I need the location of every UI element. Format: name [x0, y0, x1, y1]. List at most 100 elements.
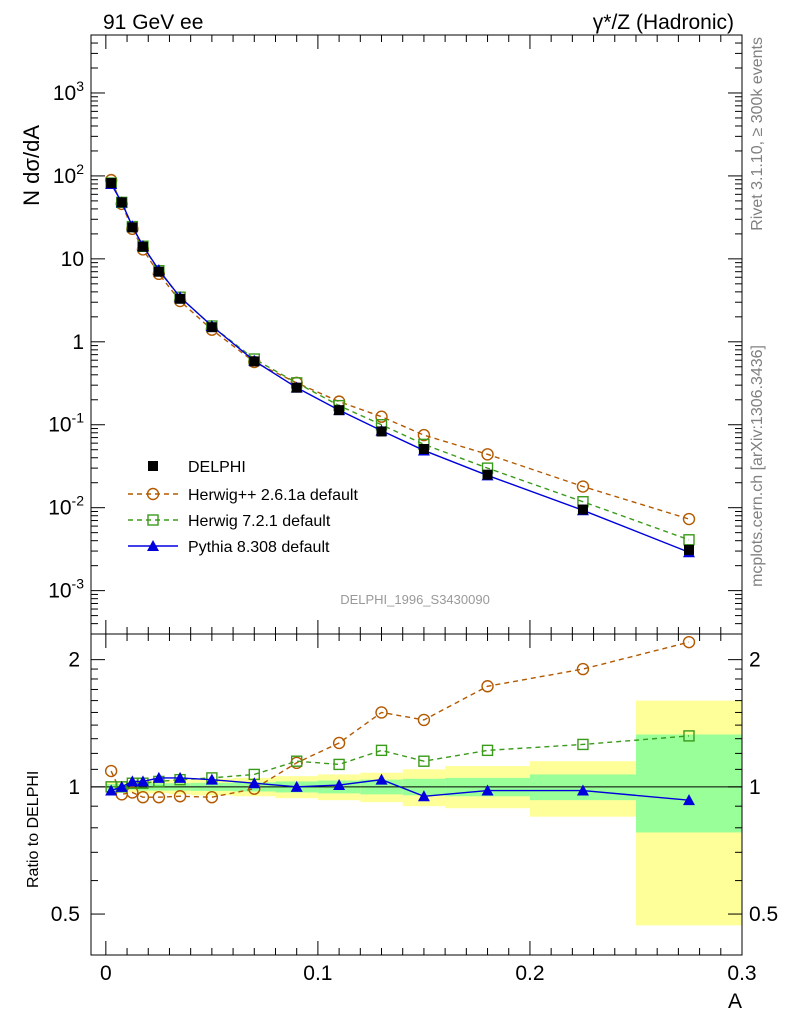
- ratio-point: [332, 736, 346, 750]
- ratio-line: [110, 641, 690, 798]
- ratio-point: [682, 794, 695, 806]
- series-point: [334, 405, 345, 416]
- series-point: [683, 534, 695, 546]
- ratio-point: [126, 775, 139, 787]
- ratio-point: [375, 706, 388, 719]
- series-point: [375, 410, 388, 423]
- series-point: [418, 444, 429, 455]
- ratio-point: [152, 791, 166, 804]
- ratio-point: [333, 758, 345, 771]
- legend-label: Pythia 8.308 default: [188, 539, 330, 556]
- ratio-point: [375, 773, 388, 785]
- legend-marker: [147, 514, 159, 526]
- series-point: [683, 544, 694, 555]
- ratio-point: [173, 790, 187, 803]
- x-tick-label: 0.1: [303, 962, 332, 985]
- ratio-point: [205, 773, 218, 785]
- ratio-y-tick-label: 0.5: [51, 903, 80, 926]
- ratio-point: [683, 730, 695, 742]
- ratio-point: [136, 775, 149, 787]
- ratio-point: [375, 744, 388, 757]
- ratio-point: [577, 738, 589, 751]
- ratio-y-tick-label: 1: [68, 776, 80, 799]
- ratio-point: [290, 755, 303, 767]
- series-point: [376, 426, 387, 437]
- y-tick-label: 102: [53, 161, 84, 188]
- series-point: [682, 512, 696, 526]
- series-point: [137, 241, 148, 252]
- legend-marker: [147, 540, 159, 551]
- series-point: [576, 480, 590, 493]
- legend-entry: DELPHI: [148, 459, 246, 476]
- ratio-point: [417, 790, 430, 802]
- y-tick-label: 10: [61, 248, 84, 271]
- ratio-point: [205, 791, 219, 804]
- ratio-point: [418, 755, 430, 767]
- main-y-axis-label: N dσ/dA: [19, 125, 44, 206]
- analysis-watermark: DELPHI_1996_S3430090: [340, 592, 490, 607]
- legend-label: DELPHI: [188, 459, 246, 476]
- side-label-bottom: mcplots.cern.ch [arXiv:1306.3436]: [749, 345, 766, 587]
- legend: DELPHI Herwig++ 2.6.1a default Herwig 7.2.…: [128, 459, 358, 556]
- main-series: [104, 173, 696, 558]
- legend-entry: Herwig 7.2.1 default: [128, 513, 331, 530]
- y-tick-label: 103: [53, 78, 84, 105]
- y-tick-label: 1: [72, 331, 84, 354]
- legend-label: Herwig++ 2.6.1a default: [188, 487, 358, 504]
- y-tick-label: 10-1: [48, 410, 84, 437]
- side-label-top: Rivet 3.1.10, ≥ 300k events: [749, 37, 766, 231]
- ratio-point: [481, 784, 494, 796]
- legend-label: Herwig 7.2.1 default: [188, 513, 331, 530]
- series-point: [127, 222, 138, 233]
- ratio-point: [104, 764, 118, 778]
- series-point: [153, 266, 164, 277]
- ratio-y-tick-label-right: 1: [749, 776, 761, 799]
- ratio-series: [104, 635, 696, 806]
- x-tick-label: 0.3: [727, 962, 756, 985]
- ratio-y-tick-label-right: 0.5: [749, 903, 778, 926]
- ratio-point: [248, 777, 261, 789]
- ratio-point: [174, 771, 187, 783]
- ratio-point: [333, 779, 346, 791]
- series-point: [249, 356, 260, 367]
- y-tick-label: 10-2: [48, 493, 84, 520]
- y-tick-label: 10-3: [48, 576, 84, 603]
- ratio-y-tick-label-right: 2: [749, 649, 761, 672]
- band-inner: [635, 734, 742, 833]
- series-point: [175, 293, 186, 304]
- series-point: [481, 448, 494, 461]
- ratio-point: [105, 784, 118, 796]
- ratio-point: [481, 744, 494, 757]
- x-axis-label: A: [728, 990, 742, 1013]
- ratio-point: [576, 784, 589, 796]
- ratio-point: [481, 680, 494, 693]
- series-point: [417, 428, 431, 442]
- series-0: [106, 178, 694, 555]
- series-point: [482, 469, 493, 480]
- ratio-point: [682, 635, 696, 649]
- series-point: [291, 382, 302, 393]
- ratio-point: [136, 791, 150, 804]
- header-left-label: 91 GeV ee: [103, 11, 203, 34]
- legend-marker: [148, 461, 158, 471]
- series-point: [116, 197, 127, 208]
- ratio-uncertainty-bands: [105, 700, 742, 926]
- ratio-plot-frame: [90, 633, 743, 956]
- series-point: [577, 504, 588, 515]
- legend-marker: [146, 487, 160, 501]
- axes: 10-3 10-2 10-1 1 10 102 103 0.5 0.5 1 1 2 2 0 0.1 0.2 0.…: [48, 34, 778, 985]
- ratio-y-tick-label: 2: [68, 649, 80, 672]
- x-tick-label: 0.2: [515, 962, 544, 985]
- ratio-point: [115, 780, 128, 792]
- ratio-series-2: [105, 771, 695, 806]
- ratio-point: [576, 662, 590, 676]
- ratio-point: [152, 771, 165, 783]
- ratio-point: [417, 713, 431, 727]
- ratio-point: [290, 780, 303, 792]
- series-point: [106, 178, 117, 189]
- series-point: [206, 322, 217, 333]
- x-tick-label: 0: [100, 962, 112, 985]
- header-right-label: γ*/Z (Hadronic): [593, 11, 734, 34]
- legend-entry: Herwig++ 2.6.1a default: [128, 487, 358, 504]
